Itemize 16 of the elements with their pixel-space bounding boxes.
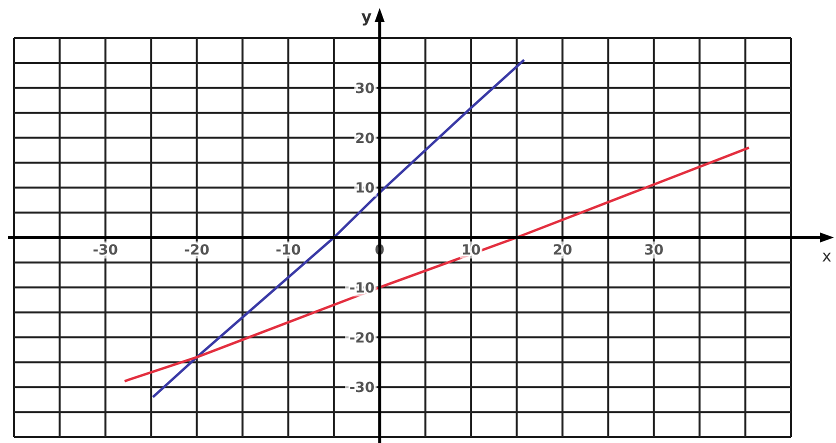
x-tick-label: 10 — [461, 242, 482, 258]
y-tick-label: 10 — [355, 180, 375, 197]
y-tick-label: 20 — [355, 130, 375, 147]
line-series — [152, 58, 526, 398]
x-tick-label: 20 — [552, 242, 572, 258]
y-tick-label: -20 — [349, 330, 375, 346]
y-axis-title: y — [361, 7, 372, 26]
y-tick-label: -10 — [349, 280, 375, 296]
x-tick-label: -30 — [92, 242, 118, 258]
y-tick-label: -30 — [349, 380, 375, 396]
x-axis-title: x — [822, 246, 832, 266]
line-series — [123, 146, 750, 382]
x-tick-label: -20 — [184, 242, 210, 258]
x-tick-label: -10 — [276, 242, 302, 258]
y-tick-label: 30 — [355, 80, 375, 97]
x-tick-label: 30 — [644, 242, 664, 258]
